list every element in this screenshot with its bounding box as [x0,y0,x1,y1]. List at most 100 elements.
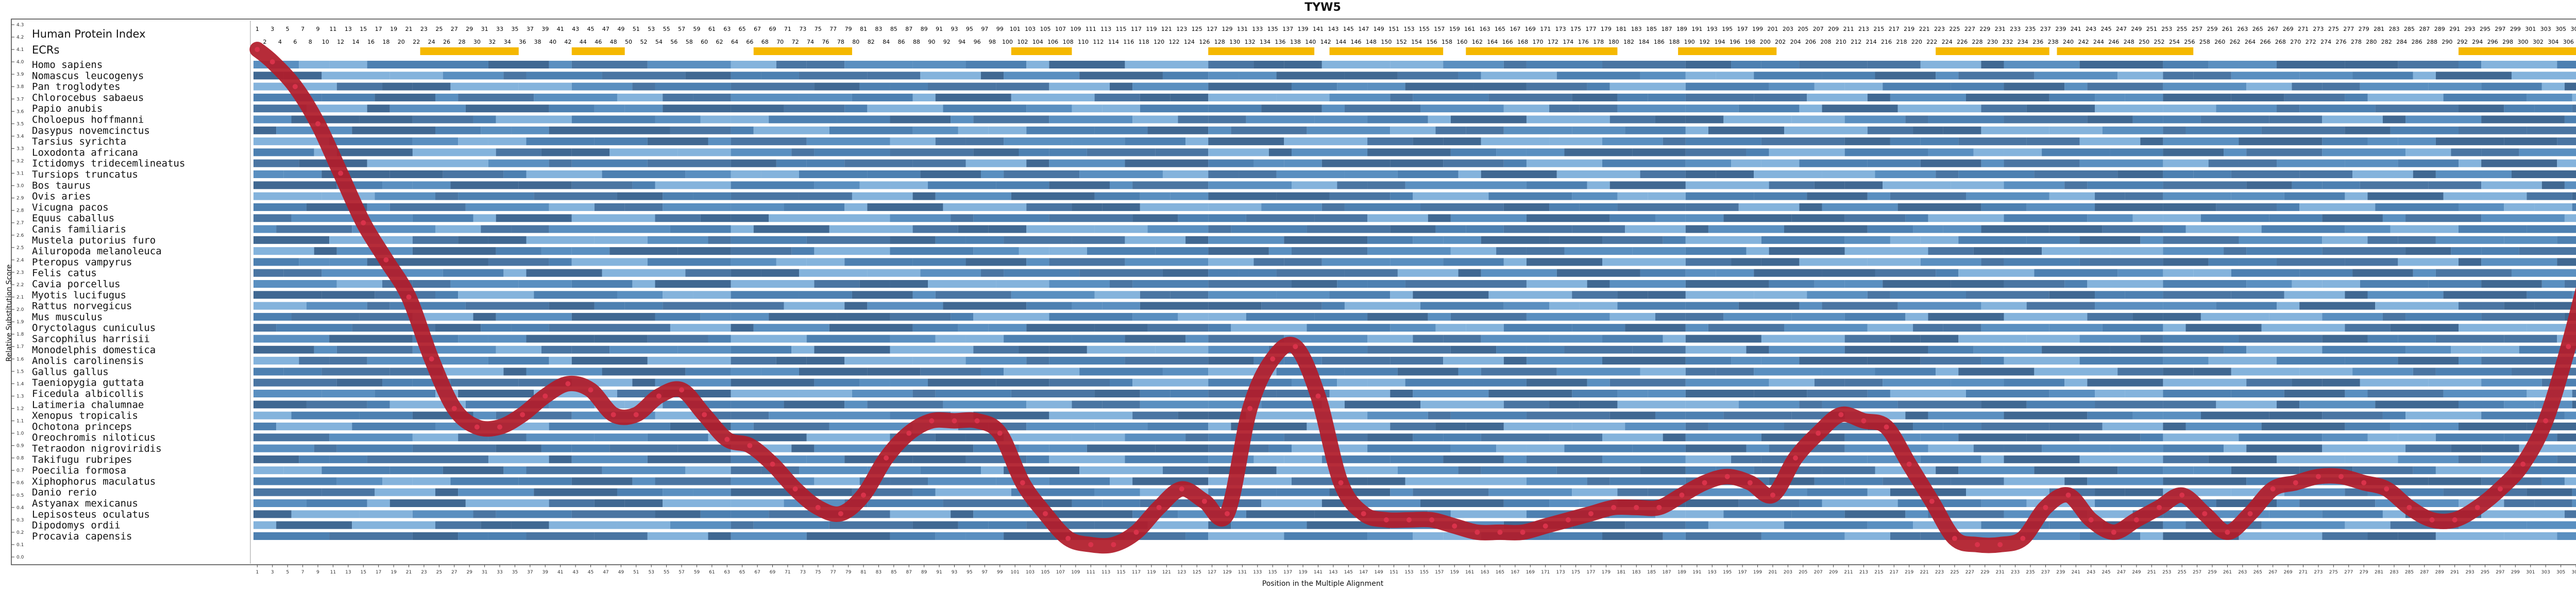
alignment-segment [465,203,549,211]
alignment-segment [549,258,572,266]
column-index-even: 58 [686,39,693,45]
column-index-odd: 295 [2480,26,2490,32]
alignment-segment [336,378,383,387]
x-axis-label: Position in the Multiple Alignment [1262,580,1384,588]
alignment-segment [2057,203,2095,211]
data-point [1338,480,1344,485]
alignment-segment [1458,170,1481,178]
alignment-segment [1253,159,1284,167]
alignment-segment [859,378,890,387]
alignment-segment [1140,302,1209,310]
column-index-odd: 249 [2131,26,2142,32]
y-tick-label: 0.7 [16,468,24,474]
alignment-segment [2292,82,2323,91]
column-index-odd: 269 [2283,26,2294,32]
alignment-segment [920,170,981,178]
x-tick-label: 267 [2268,570,2277,575]
x-tick-label: 127 [1208,570,1216,575]
column-index-even: 180 [1608,39,1619,45]
x-tick-label: 167 [1511,570,1519,575]
alignment-segment [503,269,527,277]
species-label: Homo sapiens [32,59,103,71]
alignment-segment [1503,401,1550,409]
alignment-segment [1246,214,1315,222]
column-index-odd: 103 [1025,26,1036,32]
data-point [815,504,821,510]
alignment-segment [602,269,686,277]
column-index-even: 204 [1790,39,1801,45]
data-point [1543,523,1548,529]
alignment-segment [1321,499,1345,507]
alignment-segment [2322,82,2360,91]
alignment-segment [2322,378,2360,387]
alignment-segment [2216,203,2277,211]
alignment-segment [549,302,595,310]
ecr-block [571,47,625,55]
alignment-segment [253,214,292,222]
column-index-odd: 283 [2388,26,2399,32]
alignment-segment [291,312,360,321]
alignment-segment [2231,269,2300,277]
alignment-segment [594,203,625,211]
alignment-segment [2451,148,2482,156]
alignment-segment [1844,312,1906,321]
alignment-segment [2004,159,2080,167]
data-point [2202,511,2208,516]
alignment-segment [450,82,519,91]
alignment-segment [359,115,413,124]
column-index-odd: 255 [2177,26,2188,32]
alignment-segment [1769,378,1815,387]
alignment-segment [2345,488,2368,496]
x-tick-label: 271 [2299,570,2308,575]
species-label: Oryctolagus cuniculus [32,322,156,334]
alignment-segment [677,148,731,156]
column-index-even: 254 [2169,39,2180,45]
alignment-segment [488,137,527,146]
x-tick-label: 233 [2011,570,2020,575]
x-tick-label: 1 [256,570,259,575]
x-tick-label: 81 [860,570,866,575]
alignment-segment [2110,345,2163,354]
column-index-odd: 185 [1646,26,1657,32]
y-tick-label: 0.9 [16,444,24,449]
header-human-protein-index: Human Protein Index [32,28,146,40]
alignment-segment [253,368,284,376]
alignment-segment [1011,192,1095,200]
alignment-segment [624,105,663,113]
alignment-segment [867,269,921,277]
column-index-even: 2 [263,39,267,45]
x-tick-label: 243 [2087,570,2095,575]
alignment-segment [693,192,731,200]
alignment-segment [2451,345,2482,354]
alignment-segment [435,159,488,167]
alignment-segment [1549,499,1580,507]
x-tick-label: 63 [724,570,730,575]
alignment-segment [1413,137,1444,146]
ecr-block [1329,47,1444,55]
column-index-even: 10 [322,39,329,45]
column-index-even: 64 [731,39,738,45]
alignment-segment [1011,390,1095,397]
column-index-odd: 125 [1192,26,1202,32]
alignment-segment [1867,93,1890,101]
alignment-segment [329,61,367,68]
alignment-segment [1799,499,1822,507]
alignment-segment [2064,477,2088,485]
alignment-segment [1503,159,1527,167]
column-index-even: 252 [2154,39,2165,45]
alignment-segment [1208,105,1262,113]
column-index-even: 40 [549,39,556,45]
data-point [1406,517,1412,523]
column-index-even: 118 [1139,39,1149,45]
alignment-segment [2049,192,2095,200]
alignment-segment [1572,126,1625,134]
column-index-even: 148 [1366,39,1377,45]
y-tick-label: 1.9 [16,320,24,325]
alignment-segment [632,181,655,189]
alignment-segment [731,72,761,80]
alignment-segment [1822,401,1898,409]
alignment-segment [837,214,890,222]
alignment-segment [1231,126,1307,134]
column-index-even: 78 [837,39,844,45]
alignment-segment [844,302,868,310]
